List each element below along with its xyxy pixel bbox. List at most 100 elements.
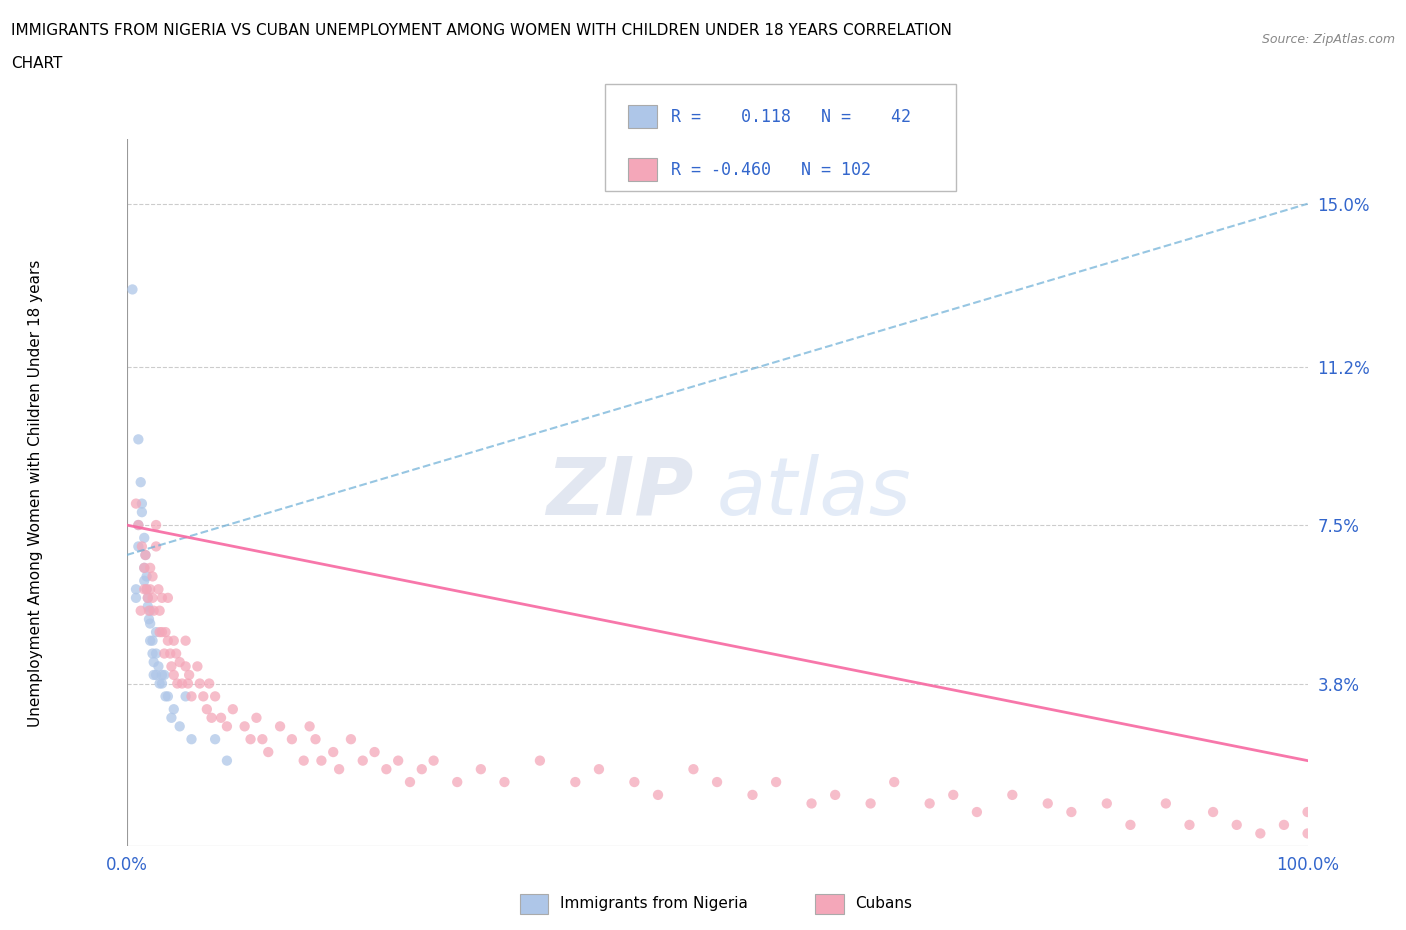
Point — [145, 539, 167, 554]
Point — [340, 732, 363, 747]
Point — [127, 539, 149, 554]
Point — [138, 604, 160, 618]
Point — [163, 702, 186, 717]
Point — [141, 591, 163, 605]
Point — [859, 796, 882, 811]
Point — [142, 668, 165, 683]
Text: Immigrants from Nigeria: Immigrants from Nigeria — [560, 896, 748, 910]
Point — [160, 659, 183, 674]
Point — [1272, 817, 1295, 832]
Point — [800, 796, 823, 811]
Point — [136, 591, 159, 605]
Point — [1119, 817, 1142, 832]
Point — [198, 676, 221, 691]
Point — [470, 762, 492, 777]
Point — [942, 788, 965, 803]
Point — [706, 775, 728, 790]
Point — [139, 604, 162, 618]
Point — [174, 659, 197, 674]
Point — [135, 582, 157, 597]
Point — [918, 796, 941, 811]
Point — [1060, 804, 1083, 819]
Point — [682, 762, 704, 777]
Point — [131, 505, 153, 520]
Point — [446, 775, 468, 790]
Point — [741, 788, 763, 803]
Point — [125, 497, 148, 512]
Point — [166, 676, 188, 691]
Point — [1178, 817, 1201, 832]
Point — [188, 676, 211, 691]
Point — [824, 788, 846, 803]
Point — [252, 732, 274, 747]
Point — [138, 612, 160, 627]
Point — [623, 775, 645, 790]
Point — [363, 745, 385, 760]
Point — [127, 518, 149, 533]
Point — [222, 702, 245, 717]
Point — [134, 548, 156, 563]
Point — [245, 711, 267, 725]
Text: IMMIGRANTS FROM NIGERIA VS CUBAN UNEMPLOYMENT AMONG WOMEN WITH CHILDREN UNDER 18: IMMIGRANTS FROM NIGERIA VS CUBAN UNEMPLO… — [11, 23, 952, 38]
Point — [159, 646, 181, 661]
Point — [139, 582, 162, 597]
Point — [422, 753, 444, 768]
Point — [142, 604, 165, 618]
Point — [204, 732, 226, 747]
Point — [135, 582, 157, 597]
Point — [129, 604, 152, 618]
Point — [1202, 804, 1225, 819]
Point — [139, 561, 162, 576]
Point — [204, 689, 226, 704]
Point — [149, 625, 172, 640]
Point — [150, 625, 173, 640]
Point — [174, 689, 197, 704]
Point — [155, 625, 177, 640]
Point — [375, 762, 398, 777]
Point — [179, 668, 201, 683]
Text: R = -0.460   N = 102: R = -0.460 N = 102 — [671, 161, 870, 179]
Point — [145, 668, 167, 683]
Point — [149, 604, 172, 618]
Point — [163, 633, 186, 648]
Point — [142, 655, 165, 670]
Point — [352, 753, 374, 768]
Point — [136, 591, 159, 605]
Point — [134, 561, 156, 576]
Point — [131, 539, 153, 554]
Point — [180, 732, 202, 747]
Point — [174, 633, 197, 648]
Point — [150, 676, 173, 691]
Point — [149, 676, 172, 691]
Point — [134, 573, 156, 588]
Point — [883, 775, 905, 790]
Point — [281, 732, 304, 747]
Text: R =    0.118   N =    42: R = 0.118 N = 42 — [671, 108, 911, 126]
Point — [494, 775, 516, 790]
Point — [215, 753, 238, 768]
Point — [153, 668, 176, 683]
Point — [141, 633, 163, 648]
Point — [160, 711, 183, 725]
Point — [145, 646, 167, 661]
Point — [141, 569, 163, 584]
Point — [127, 432, 149, 446]
Point — [139, 633, 162, 648]
Point — [180, 689, 202, 704]
Point — [311, 753, 333, 768]
Point — [125, 582, 148, 597]
Point — [966, 804, 988, 819]
Point — [387, 753, 409, 768]
Point — [292, 753, 315, 768]
Point — [145, 518, 167, 533]
Point — [269, 719, 291, 734]
Point — [195, 702, 218, 717]
Text: CHART: CHART — [11, 56, 63, 71]
Point — [169, 655, 191, 670]
Point — [177, 676, 200, 691]
Point — [1036, 796, 1059, 811]
Point — [765, 775, 787, 790]
Point — [399, 775, 422, 790]
Point — [209, 711, 232, 725]
Point — [150, 591, 173, 605]
